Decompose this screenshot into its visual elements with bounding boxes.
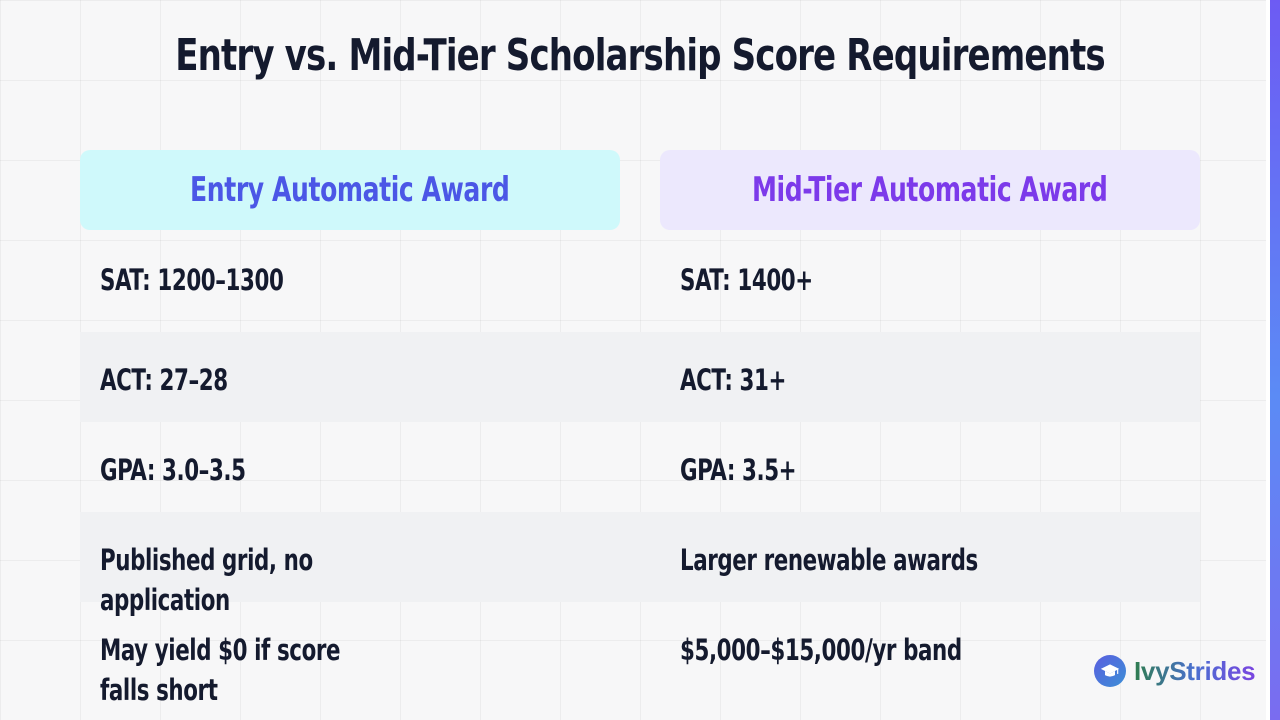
- entry-requirement-cell: Published grid, no application: [100, 543, 313, 617]
- mid-tier-requirement-cell: GPA: 3.5+: [680, 453, 797, 487]
- table-row: Published grid, no application Larger re…: [80, 512, 1200, 617]
- entry-requirement-cell: GPA: 3.0–3.5: [100, 453, 246, 487]
- mid-tier-requirement-cell: Larger renewable awards: [680, 543, 978, 577]
- entry-requirement-cell: May yield $0 if score falls short: [100, 633, 341, 707]
- mid-tier-requirement-cell: SAT: 1400+: [680, 263, 813, 297]
- table-row: SAT: 1200–1300 SAT: 1400+: [80, 232, 1200, 322]
- entry-requirement-cell: ACT: 27–28: [100, 363, 228, 397]
- column-header-mid-tier: Mid-Tier Automatic Award: [660, 150, 1200, 230]
- table-row: May yield $0 if score falls short $5,000…: [80, 602, 1200, 707]
- table-row: GPA: 3.0–3.5 GPA: 3.5+: [80, 422, 1200, 512]
- right-accent-bar: [1266, 0, 1280, 720]
- brand-name: IvyStrides: [1134, 655, 1256, 686]
- table-row: ACT: 27–28 ACT: 31+: [80, 332, 1200, 422]
- mid-tier-requirement-cell: ACT: 31+: [680, 363, 786, 397]
- column-header-entry: Entry Automatic Award: [80, 150, 620, 230]
- brand-logo: IvyStrides: [1094, 654, 1256, 688]
- graduation-cap-icon: [1094, 655, 1126, 687]
- column-header-entry-label: Entry Automatic Award: [190, 170, 510, 210]
- mid-tier-requirement-cell: $5,000–$15,000/yr band: [680, 633, 962, 667]
- column-header-mid-tier-label: Mid-Tier Automatic Award: [752, 170, 1108, 210]
- entry-requirement-cell: SAT: 1200–1300: [100, 263, 284, 297]
- page-title: Entry vs. Mid-Tier Scholarship Score Req…: [175, 30, 1105, 81]
